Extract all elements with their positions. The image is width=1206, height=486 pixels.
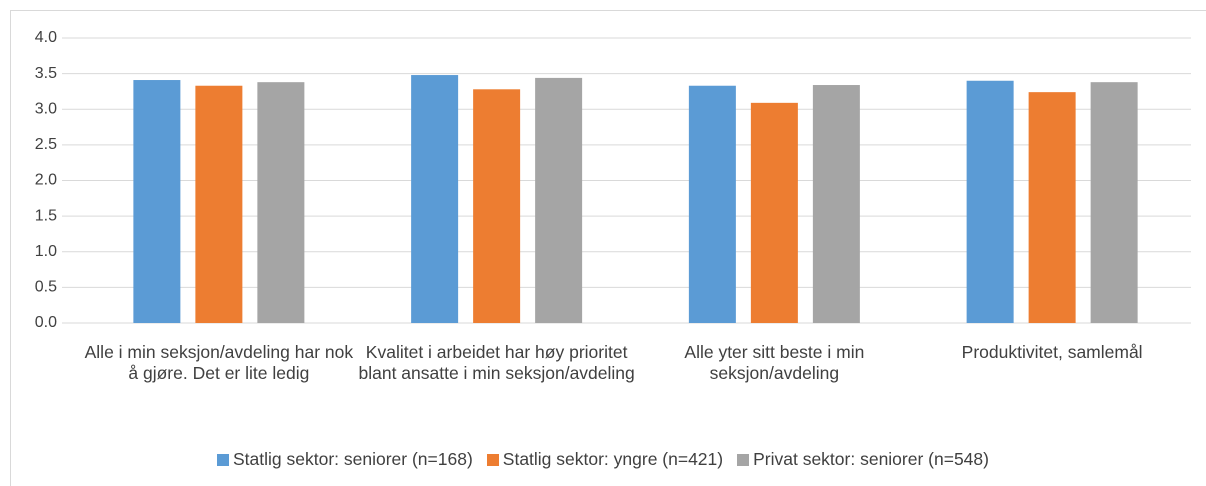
y-tick-label: 0.5	[35, 279, 57, 296]
x-tick-label: Alle yter sitt beste i min seksjon/avdel…	[684, 342, 865, 383]
bar	[411, 75, 459, 323]
bar	[1028, 92, 1076, 324]
legend-swatch	[217, 453, 229, 466]
legend-item: Statlig sektor: yngre (n=421)	[486, 449, 724, 470]
legend: Statlig sektor: seniorer (n=168) Statlig …	[0, 449, 1206, 470]
y-tick-label: 3.5	[35, 65, 57, 82]
bar	[966, 80, 1014, 323]
bar	[195, 85, 243, 323]
y-tick-label: 1.5	[35, 207, 57, 224]
y-tick-label: 2.5	[35, 136, 57, 153]
y-tick-label: 2.0	[35, 172, 57, 189]
y-tick-label: 0.0	[35, 314, 57, 331]
bar	[750, 102, 798, 324]
legend-swatch	[486, 453, 499, 466]
legend-label: Statlig sektor: seniorer (n=168)	[233, 449, 473, 469]
bar	[688, 85, 736, 323]
bar	[473, 89, 521, 323]
x-tick-label: Kvalitet i arbeidet har høy prioritet bl…	[358, 342, 635, 383]
legend-label: Statlig sektor: yngre (n=421)	[502, 449, 724, 469]
x-tick-label: Alle i min seksjon/avdeling har nok å gj…	[84, 342, 354, 383]
bar	[257, 82, 305, 323]
legend-item: Statlig sektor: seniorer (n=168)	[217, 449, 473, 470]
y-tick-label: 4.0	[35, 29, 57, 46]
bar	[812, 85, 860, 324]
bar	[133, 80, 181, 323]
y-tick-label: 1.0	[35, 243, 57, 260]
y-tick-label: 3.0	[35, 100, 57, 117]
legend-label: Privat sektor: seniorer (n=548)	[753, 449, 989, 469]
bar	[1090, 82, 1138, 323]
chart-border	[10, 10, 1206, 486]
legend-swatch	[737, 453, 750, 466]
bar	[535, 77, 583, 324]
legend-item: Privat sektor: seniorer (n=548)	[737, 449, 989, 470]
x-tick-label: Produktivitet, samlemål	[961, 342, 1143, 362]
